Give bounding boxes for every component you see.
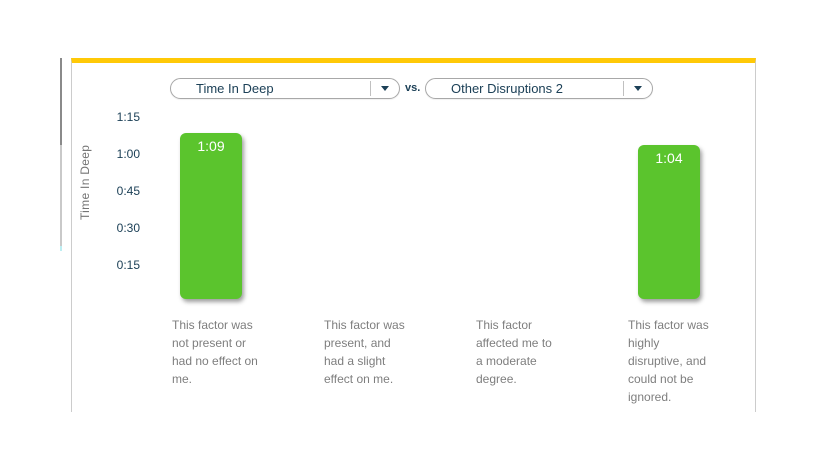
plot-area: 1:09 1:04 xyxy=(72,63,755,412)
y-tick-label: 0:45 xyxy=(116,184,140,198)
category-label: This factor was highly disruptive, and c… xyxy=(628,318,709,404)
page-scrollbar-thumb[interactable] xyxy=(60,58,62,145)
factor-dropdown-arrow-zone[interactable] xyxy=(623,81,652,96)
vs-label: vs. xyxy=(405,82,421,94)
bar-value-label: 1:04 xyxy=(655,150,683,166)
bar-1:04[interactable]: 1:04 xyxy=(638,145,700,299)
metric-dropdown-value: Time In Deep xyxy=(196,81,274,96)
y-tick-label: 0:30 xyxy=(116,221,140,235)
metric-dropdown[interactable]: Time In Deep xyxy=(170,78,400,99)
y-tick-label: 0:15 xyxy=(116,258,140,272)
category-label: This factor was not present or had no ef… xyxy=(172,318,258,386)
y-tick-label: 1:00 xyxy=(116,147,140,161)
bar-1:09[interactable]: 1:09 xyxy=(180,133,242,299)
comparison-chart-panel: Time In Deep vs. Other Disruptions 2 Tim… xyxy=(71,58,756,412)
page-scrollbar-marker xyxy=(60,246,62,251)
y-tick-label: 1:15 xyxy=(116,110,140,124)
factor-dropdown[interactable]: Other Disruptions 2 xyxy=(425,78,653,99)
category-label: This factor affected me to a moderate de… xyxy=(476,318,552,386)
metric-dropdown-arrow-zone[interactable] xyxy=(370,81,399,96)
page-scrollbar-track[interactable] xyxy=(60,145,62,246)
bar-value-label: 1:09 xyxy=(197,138,225,154)
chevron-down-icon xyxy=(381,86,389,91)
factor-dropdown-value: Other Disruptions 2 xyxy=(451,81,563,96)
chevron-down-icon xyxy=(634,86,642,91)
category-label: This factor was present, and had a sligh… xyxy=(324,318,405,386)
